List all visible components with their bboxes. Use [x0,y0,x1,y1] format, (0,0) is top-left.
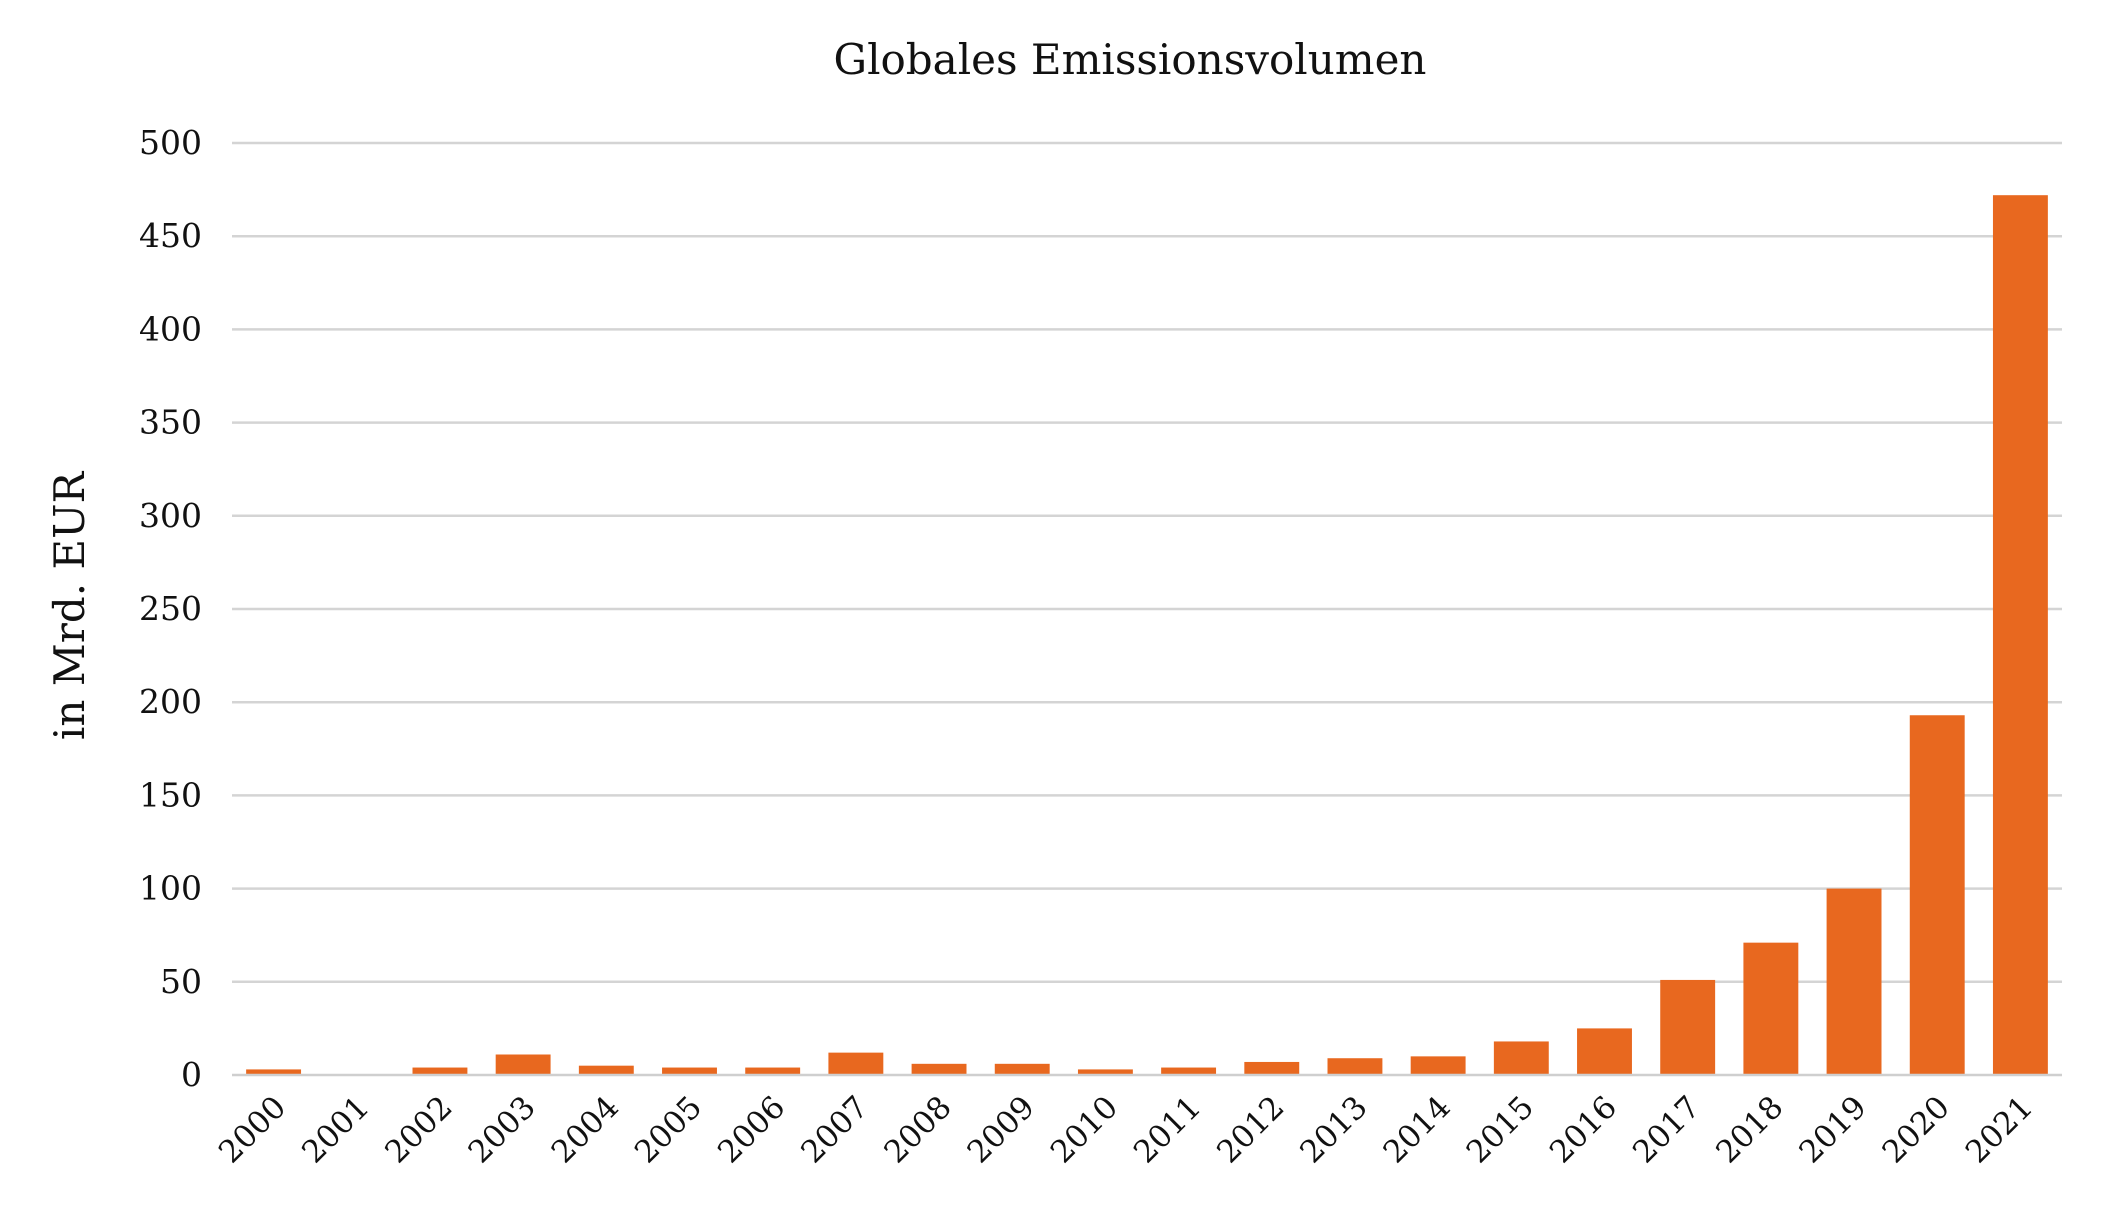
x-tick-label: 2015 [1460,1089,1541,1170]
bar-2020 [1909,715,1965,1075]
bar-2007 [828,1052,884,1075]
x-tick-label: 2009 [961,1089,1042,1170]
y-tick-label: 350 [139,403,202,442]
chart-title: Globales Emissionsvolumen [834,35,1427,84]
x-tick-label: 2017 [1626,1089,1707,1170]
y-tick-label: 150 [139,775,202,814]
y-tick-label: 50 [160,962,202,1001]
y-tick-label: 100 [139,869,202,908]
y-tick-label: 400 [139,309,202,348]
y-tick-label: 300 [139,496,202,535]
y-tick-label: 500 [139,123,202,162]
bar-2019 [1826,888,1882,1075]
y-tick-label: 200 [139,682,202,721]
bar-2006 [745,1067,801,1075]
x-tick-label: 2014 [1377,1089,1458,1170]
bar-2011 [1161,1067,1217,1075]
x-tick-label: 2013 [1293,1089,1374,1170]
x-tick-label: 2011 [1127,1089,1208,1170]
x-tick-label: 2006 [711,1089,792,1170]
y-tick-label: 450 [139,216,202,255]
bar-2017 [1660,979,1716,1075]
gridlines [232,141,2062,984]
bars [246,195,2048,1075]
x-tick-label: 2002 [378,1089,459,1170]
x-tick-label: 2012 [1210,1089,1291,1170]
x-tick-label: 2016 [1543,1089,1624,1170]
bar-2013 [1327,1058,1383,1075]
bar-2016 [1577,1028,1632,1075]
bar-2005 [662,1067,717,1075]
x-tick-label: 2000 [212,1089,293,1170]
x-tick-label: 2005 [628,1089,709,1170]
bar-2010 [1077,1069,1133,1075]
bar-2004 [578,1065,634,1075]
x-tick-label: 2010 [1044,1089,1125,1170]
x-tick-label: 2019 [1792,1089,1873,1170]
x-tick-label: 2004 [545,1089,626,1170]
bar-2008 [911,1063,967,1075]
bar-2003 [495,1054,551,1075]
y-axis-ticks: 0 50 100 150 200 250 300 350 400 450 500 [139,123,202,1094]
x-tick-label: 2001 [295,1089,376,1170]
y-tick-label: 250 [139,589,202,628]
x-tick-label: 2020 [1876,1089,1957,1170]
bar-2009 [994,1063,1050,1075]
bar-2021 [1992,195,2048,1075]
x-tick-label: 2003 [462,1089,543,1170]
bar-2015 [1493,1041,1549,1075]
x-tick-label: 2018 [1709,1089,1790,1170]
bar-2000 [246,1069,302,1075]
bar-2018 [1743,942,1799,1075]
x-tick-label: 2021 [1959,1089,2040,1170]
bar-2014 [1410,1056,1466,1075]
y-tick-label: 0 [181,1055,202,1094]
y-axis-label: in Mrd. EUR [45,471,94,741]
x-axis-ticks: 2000 2001 2002 2003 2004 2005 2006 2007 2008 2009… [212,1089,2040,1170]
x-tick-label: 2007 [794,1089,875,1170]
x-tick-label: 2008 [877,1089,958,1170]
bar-2002 [412,1067,468,1075]
bar-2012 [1244,1061,1300,1075]
